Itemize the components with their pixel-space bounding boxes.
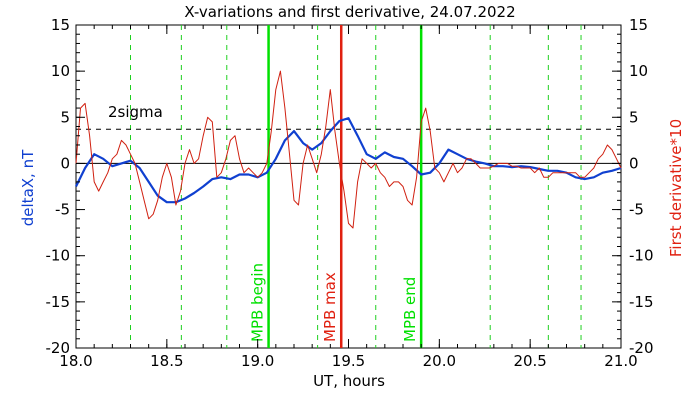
x-axis-label: UT, hours	[313, 372, 385, 390]
y-axis-label-left: deltaX, nT	[19, 149, 37, 226]
tick-layer: 18.0 18.5 19.0 19.5 20.0 20.5 21.0 15 15 10 10 5 5 0 0…	[46, 16, 654, 370]
line-layer	[75, 70, 622, 229]
y-tick-label-left: -10	[46, 247, 71, 265]
sigma-label: 2sigma	[108, 103, 163, 121]
y-tick-label-left: 0	[60, 154, 70, 172]
x-tick-label: 19.5	[332, 352, 365, 370]
y-tick-label-right: 0	[629, 154, 639, 172]
y-tick-label-right: -10	[629, 247, 654, 265]
plot-frame	[75, 24, 622, 349]
x-tick-label: 20.5	[513, 352, 546, 370]
x-tick-label: 19.0	[241, 352, 274, 370]
event-label: MPB end	[401, 277, 419, 342]
x-tick-label: 20.0	[423, 352, 456, 370]
marker-layer	[76, 25, 621, 348]
event-layer: MPB begin MPB max MPB end	[249, 25, 423, 348]
x-tick-label: 21.0	[604, 352, 637, 370]
y-tick-label-left: 10	[51, 62, 70, 80]
y-tick-label-right: 10	[629, 62, 648, 80]
y-tick-label-left: -20	[46, 339, 71, 357]
y-tick-label-left: -15	[46, 293, 71, 311]
event-label: MPB max	[321, 272, 339, 342]
y-tick-label-right: -5	[629, 201, 644, 219]
deltax-series-line	[75, 117, 622, 204]
y-tick-label-right: -20	[629, 339, 654, 357]
y-tick-label-right: 5	[629, 108, 639, 126]
derivative-series-line	[75, 70, 622, 229]
x-tick-label: 18.0	[59, 352, 92, 370]
event-label: MPB begin	[249, 263, 267, 342]
y-tick-label-left: 15	[51, 16, 70, 34]
x-tick-label: 18.5	[150, 352, 183, 370]
y-tick-label-left: -5	[55, 201, 70, 219]
y-tick-label-right: -15	[629, 293, 654, 311]
y-tick-label-left: 5	[60, 108, 70, 126]
y-axis-label-right: First derivative*10	[667, 119, 685, 257]
y-tick-label-right: 15	[629, 16, 648, 34]
chart-title: X-variations and first derivative, 24.07…	[184, 3, 515, 21]
